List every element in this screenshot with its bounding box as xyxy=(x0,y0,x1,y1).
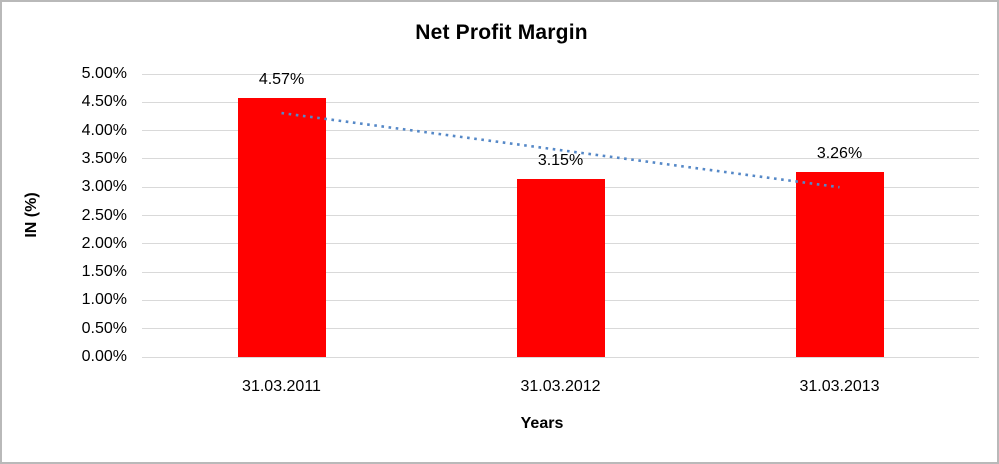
y-tick-label: 1.00% xyxy=(81,291,127,309)
bar-31.03.2013 xyxy=(795,172,884,357)
y-tick-label: 0.00% xyxy=(81,348,127,365)
y-tick-label: 1.50% xyxy=(81,263,127,281)
y-tick-label: 4.50% xyxy=(81,93,127,111)
gridline xyxy=(142,101,979,103)
y-tick-label: 4.00% xyxy=(81,121,127,139)
y-tick-label: 2.50% xyxy=(81,206,127,224)
y-tick-label: 3.50% xyxy=(81,149,127,167)
y-tick-label: 0.50% xyxy=(81,319,127,337)
bar-value-label: 3.26% xyxy=(816,145,863,163)
bar-value-label: 3.15% xyxy=(537,151,584,169)
x-axis-title: Years xyxy=(520,415,564,432)
y-axis-title: IN (%) xyxy=(23,192,40,238)
gridline xyxy=(142,356,979,358)
trendline xyxy=(281,111,840,189)
chart-title: Net Profit Margin xyxy=(415,21,588,44)
x-tick-label: 31.03.2013 xyxy=(799,378,880,395)
gridline xyxy=(142,73,979,75)
y-tick-label: 2.00% xyxy=(81,234,127,252)
y-tick-label: 5.00% xyxy=(81,65,127,82)
y-tick-label: 3.00% xyxy=(81,178,127,196)
x-tick-label: 31.03.2012 xyxy=(520,378,601,395)
x-tick-label: 31.03.2011 xyxy=(242,378,321,395)
bar-31.03.2011 xyxy=(237,98,326,357)
bar-31.03.2012 xyxy=(516,178,605,357)
bar-value-label: 4.57% xyxy=(258,71,305,89)
